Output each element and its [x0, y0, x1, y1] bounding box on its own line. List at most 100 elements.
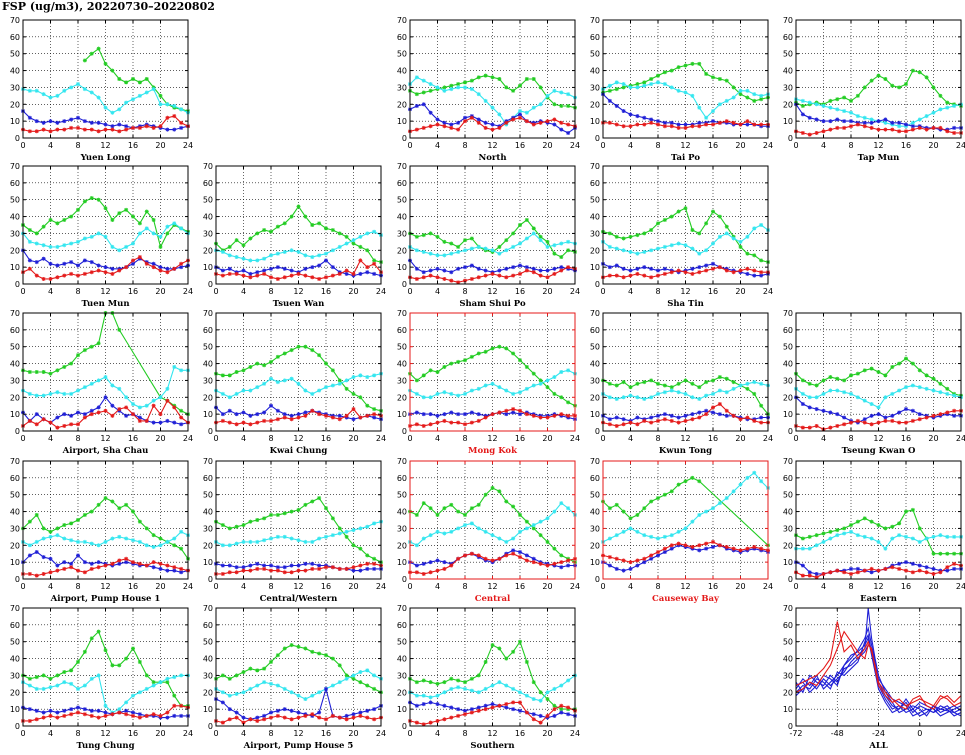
- data-point: [137, 405, 142, 410]
- data-point: [172, 536, 177, 541]
- data-point: [144, 261, 149, 266]
- data-point: [124, 80, 129, 85]
- data-point: [855, 114, 860, 119]
- data-point: [910, 361, 915, 366]
- data-point: [897, 561, 902, 566]
- data-point: [262, 717, 267, 722]
- data-point: [48, 676, 53, 681]
- data-point: [69, 271, 74, 276]
- data-point: [241, 523, 246, 528]
- panel-title: Tai Po: [671, 153, 700, 163]
- data-point: [89, 412, 94, 417]
- data-point: [330, 516, 335, 521]
- data-point: [41, 571, 46, 576]
- data-point: [745, 234, 750, 239]
- data-point: [469, 506, 474, 511]
- data-point: [124, 502, 129, 507]
- data-point: [697, 61, 702, 66]
- y-tick-label: 30: [203, 671, 213, 680]
- x-tick-label: 0: [213, 434, 218, 443]
- x-tick-label: 0: [793, 582, 798, 591]
- data-point: [456, 249, 461, 254]
- data-point: [234, 422, 239, 427]
- data-point: [324, 686, 328, 691]
- data-point: [220, 273, 225, 278]
- data-point: [269, 253, 273, 258]
- data-point: [662, 412, 667, 417]
- data-point: [849, 420, 853, 425]
- data-point: [27, 418, 32, 423]
- data-point: [483, 246, 488, 251]
- data-point: [511, 649, 516, 654]
- data-point: [635, 82, 640, 87]
- data-point: [456, 678, 461, 683]
- data-point: [41, 686, 46, 691]
- y-tick-label: 0: [595, 134, 600, 143]
- data-point: [531, 383, 536, 388]
- data-point: [497, 536, 502, 541]
- series-line-green: [409, 487, 576, 563]
- data-point: [704, 115, 709, 120]
- data-point: [165, 127, 170, 132]
- y-tick-label: 10: [203, 263, 213, 272]
- x-tick-label: 24: [183, 729, 193, 738]
- y-tick-label: 20: [783, 393, 793, 402]
- data-point: [566, 248, 571, 253]
- data-point: [524, 519, 529, 524]
- x-tick-label: 12: [680, 141, 690, 150]
- data-point: [96, 231, 101, 236]
- y-tick-label: 10: [397, 117, 407, 126]
- y-tick-label: 30: [783, 83, 793, 92]
- data-point: [435, 370, 440, 374]
- data-point: [656, 268, 660, 273]
- data-point: [904, 407, 908, 412]
- data-point: [55, 127, 60, 132]
- data-point: [414, 266, 419, 271]
- data-point: [614, 556, 619, 561]
- panel-title: Kwun Tong: [659, 446, 712, 456]
- data-point: [945, 534, 950, 539]
- data-point: [241, 420, 246, 425]
- y-tick-label: 60: [397, 179, 407, 188]
- data-point: [862, 124, 867, 129]
- data-point: [538, 378, 543, 383]
- data-point: [842, 125, 847, 130]
- data-point: [137, 221, 142, 226]
- y-tick-label: 0: [595, 280, 600, 289]
- data-point: [759, 223, 764, 227]
- data-point: [62, 273, 67, 278]
- y-tick-label: 10: [397, 705, 407, 714]
- data-point: [137, 561, 142, 566]
- data-point: [759, 381, 764, 386]
- data-point: [469, 410, 474, 415]
- data-point: [372, 407, 377, 412]
- data-point: [103, 713, 108, 718]
- x-tick-label: 16: [128, 141, 138, 150]
- data-point: [621, 395, 626, 400]
- x-tick-label: 0: [213, 582, 218, 591]
- data-point: [731, 236, 736, 241]
- data-point: [711, 506, 715, 511]
- data-point: [165, 231, 170, 236]
- x-tick-label: 20: [735, 434, 745, 443]
- data-point: [82, 271, 87, 276]
- data-point: [614, 415, 619, 420]
- y-tick-label: 60: [10, 474, 20, 483]
- data-point: [924, 127, 929, 132]
- data-point: [269, 681, 273, 686]
- data-point: [704, 71, 709, 76]
- data-point: [566, 558, 571, 563]
- x-tick-label: 16: [515, 729, 525, 738]
- data-point: [511, 273, 516, 278]
- data-point: [269, 376, 273, 381]
- data-point: [137, 539, 142, 544]
- data-point: [34, 119, 39, 124]
- data-point: [531, 77, 536, 81]
- data-point: [469, 688, 474, 693]
- data-point: [414, 563, 419, 568]
- data-point: [421, 373, 426, 378]
- data-point: [931, 534, 936, 539]
- data-point: [890, 127, 895, 132]
- data-point: [365, 375, 370, 380]
- data-point: [96, 560, 101, 565]
